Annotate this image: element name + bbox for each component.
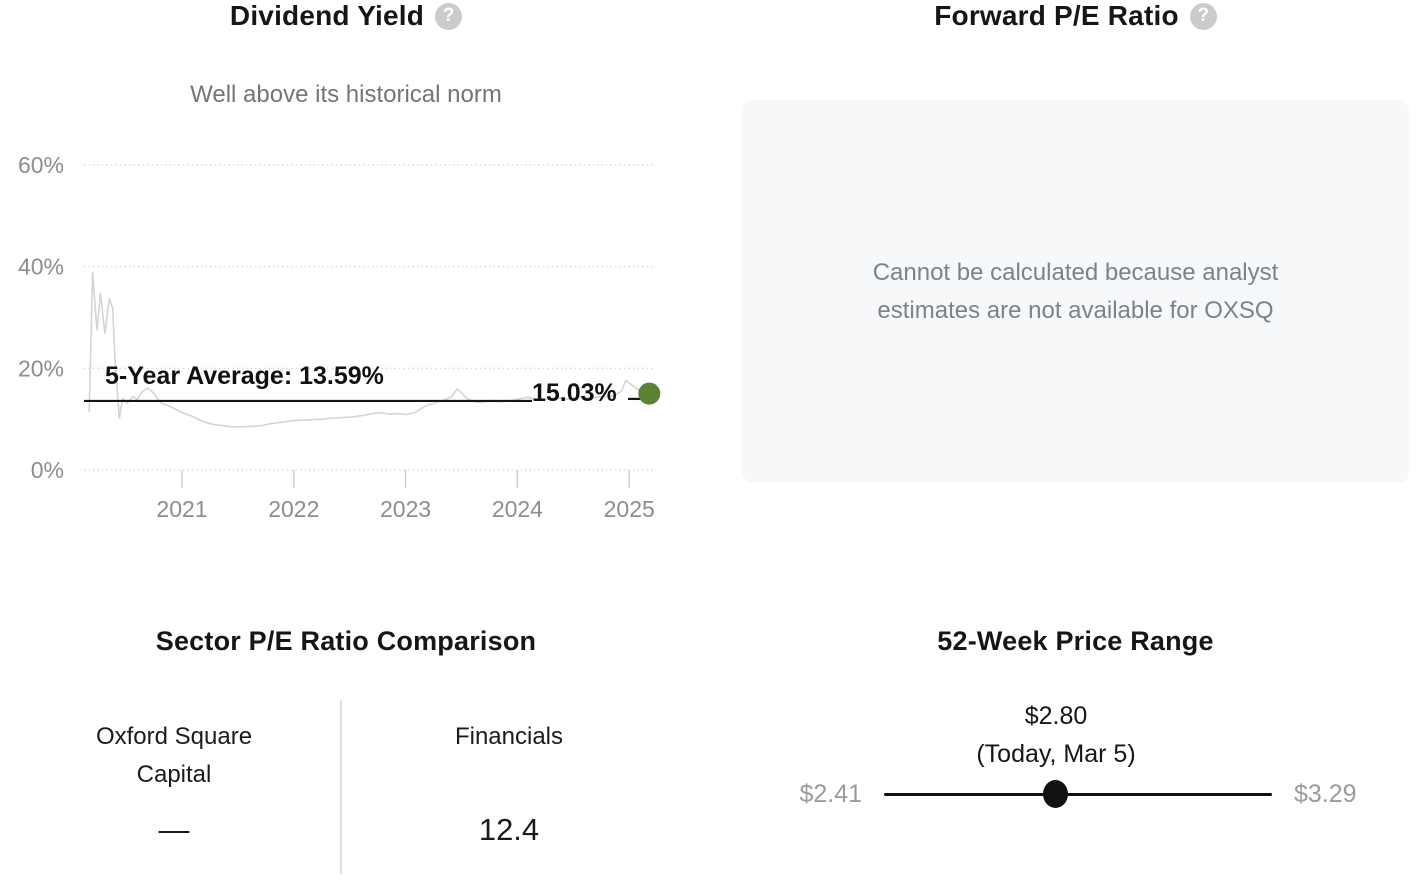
price-range-low-label: $2.41 [799, 780, 862, 808]
current-value-label: 15.03% [532, 379, 617, 407]
sector-pe-company-value: — [158, 812, 190, 847]
forward-pe-message-box: Cannot be calculated because analyst est… [742, 100, 1409, 483]
price-range-title: 52-Week Price Range [937, 626, 1214, 656]
sector-pe-sector-label: Financials [454, 723, 564, 750]
sector-pe-sector-value: 12.4 [478, 812, 540, 847]
price-range-marker [1043, 780, 1069, 808]
sector-pe-title: Sector P/E Ratio Comparison [155, 626, 537, 656]
current-price-label: $2.80 [1024, 702, 1088, 730]
svg-text:2025: 2025 [604, 496, 655, 522]
svg-text:2024: 2024 [492, 496, 543, 522]
forward-pe-message-line-1: Cannot be calculated because analyst [872, 258, 1279, 286]
column-divider [340, 700, 342, 874]
forward-pe-message-line-2: estimates are not available for OXSQ [877, 296, 1274, 324]
svg-text:40%: 40% [18, 254, 64, 280]
price-range-track [884, 793, 1272, 796]
dividend-yield-help-icon[interactable]: ? [435, 2, 463, 30]
current-date-label: (Today, Mar 5) [976, 740, 1136, 768]
svg-text:2021: 2021 [156, 496, 207, 522]
dividend-yield-subtitle: Well above its historical norm [190, 81, 502, 108]
dividend-yield-chart[interactable]: 0% 20% 40% 60% 2021 2022 2023 2024 2025 [0, 140, 672, 540]
forward-pe-title-row: Forward P/E Ratio ? [742, 0, 1409, 32]
average-line-label: 5-Year Average: 13.59% [105, 362, 384, 390]
svg-text:0%: 0% [31, 457, 64, 483]
svg-text:2023: 2023 [380, 496, 431, 522]
dividend-yield-title-row: Dividend Yield ? [0, 0, 692, 32]
dividend-yield-title: Dividend Yield [229, 0, 425, 31]
svg-text:2022: 2022 [268, 496, 319, 522]
svg-text:60%: 60% [18, 152, 64, 178]
svg-text:20%: 20% [18, 355, 64, 381]
forward-pe-help-icon[interactable]: ? [1189, 2, 1217, 30]
price-range-high-label: $3.29 [1294, 780, 1357, 808]
sector-pe-company-label: Oxford Square Capital [95, 723, 253, 788]
forward-pe-title: Forward P/E Ratio [934, 0, 1179, 31]
